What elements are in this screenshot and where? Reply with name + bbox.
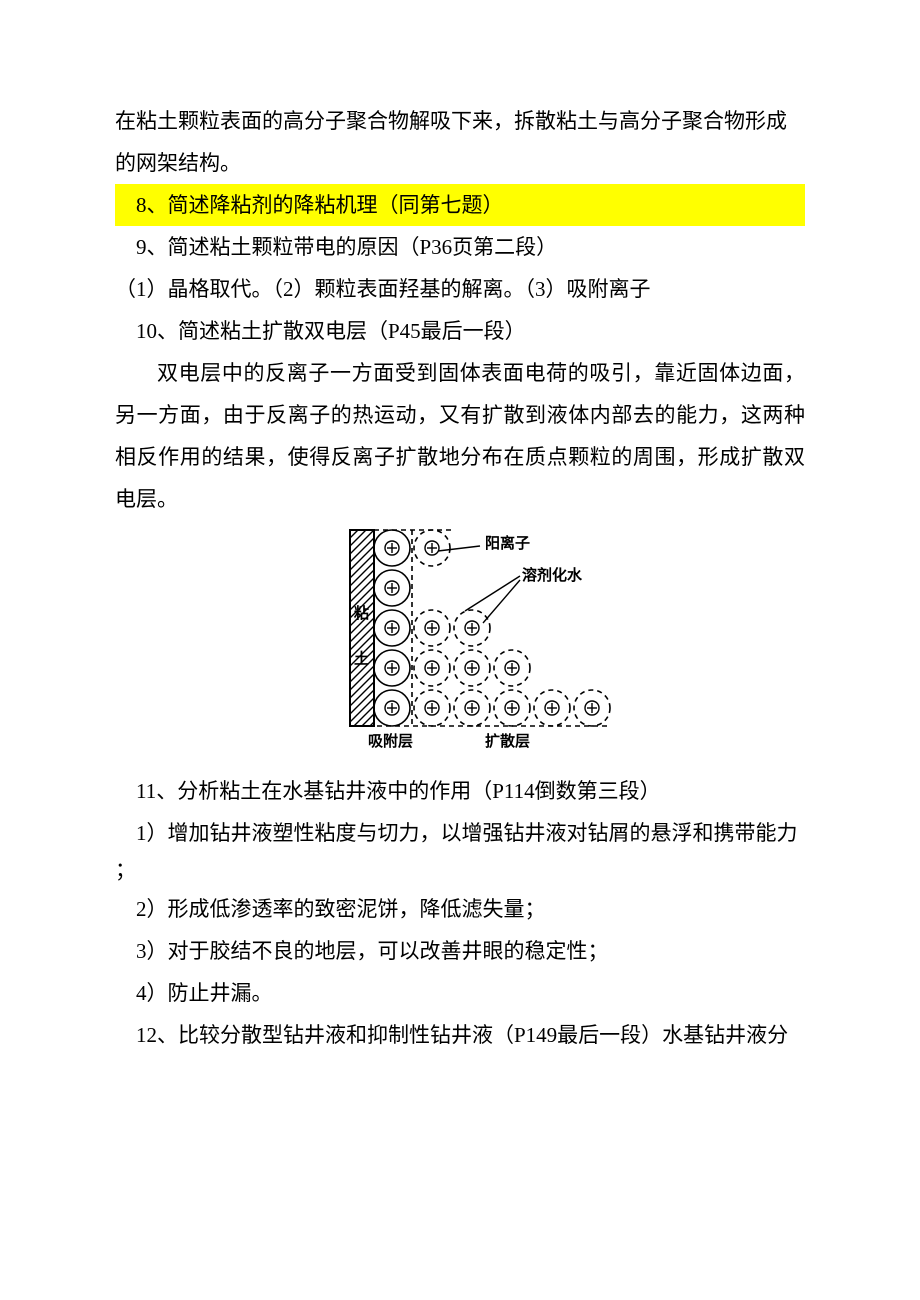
q11-a1: 1）增加钻井液塑性粘度与切力，以增强钻井液对钻屑的悬浮和携带能力 xyxy=(115,812,805,854)
svg-text:土: 土 xyxy=(354,649,369,667)
q11-a2: 2）形成低渗透率的致密泥饼，降低滤失量； xyxy=(115,888,805,930)
q8-highlighted: 8、简述降粘剂的降粘机理（同第七题） xyxy=(115,184,805,226)
svg-text:粘: 粘 xyxy=(354,604,369,622)
document-page: 在粘土颗粒表面的高分子聚合物解吸下来，拆散粘土与高分子聚合物形成 的网架结构。 … xyxy=(0,0,920,1116)
q11-title: 11、分析粘土在水基钻井液中的作用（P114倒数第三段） xyxy=(115,770,805,812)
q10-answer: 双电层中的反离子一方面受到固体表面电荷的吸引，靠近固体边面，另一方面，由于反离子… xyxy=(115,352,805,520)
intro-line2: 的网架结构。 xyxy=(115,142,805,184)
q11-a3: 3）对于胶结不良的地层，可以改善井眼的稳定性； xyxy=(115,930,805,972)
q12-title: 12、比较分散型钻井液和抑制性钻井液（P149最后一段）水基钻井液分 xyxy=(115,1014,805,1056)
q9-title: 9、简述粘土颗粒带电的原因（P36页第二段） xyxy=(115,226,805,268)
intro-line1: 在粘土颗粒表面的高分子聚合物解吸下来，拆散粘土与高分子聚合物形成 xyxy=(115,100,805,142)
svg-text:吸附层: 吸附层 xyxy=(368,732,413,750)
svg-text:阳离子: 阳离子 xyxy=(485,534,530,552)
svg-text:溶剂化水: 溶剂化水 xyxy=(522,566,583,584)
q11-semicolon: ； xyxy=(115,854,805,888)
diagram-svg: 粘土 阳离子溶剂化水吸附层 扩散层 xyxy=(290,526,630,756)
q10-title: 10、简述粘土扩散双电层（P45最后一段） xyxy=(115,310,805,352)
diagram-container: 粘土 阳离子溶剂化水吸附层 扩散层 xyxy=(115,526,805,770)
double-layer-diagram: 粘土 阳离子溶剂化水吸附层 扩散层 xyxy=(290,526,630,770)
svg-text:扩散层: 扩散层 xyxy=(485,732,530,750)
q9-answer: （1）晶格取代。（2）颗粒表面羟基的解离。（3）吸附离子 xyxy=(115,268,805,310)
q11-a4: 4）防止井漏。 xyxy=(115,972,805,1014)
